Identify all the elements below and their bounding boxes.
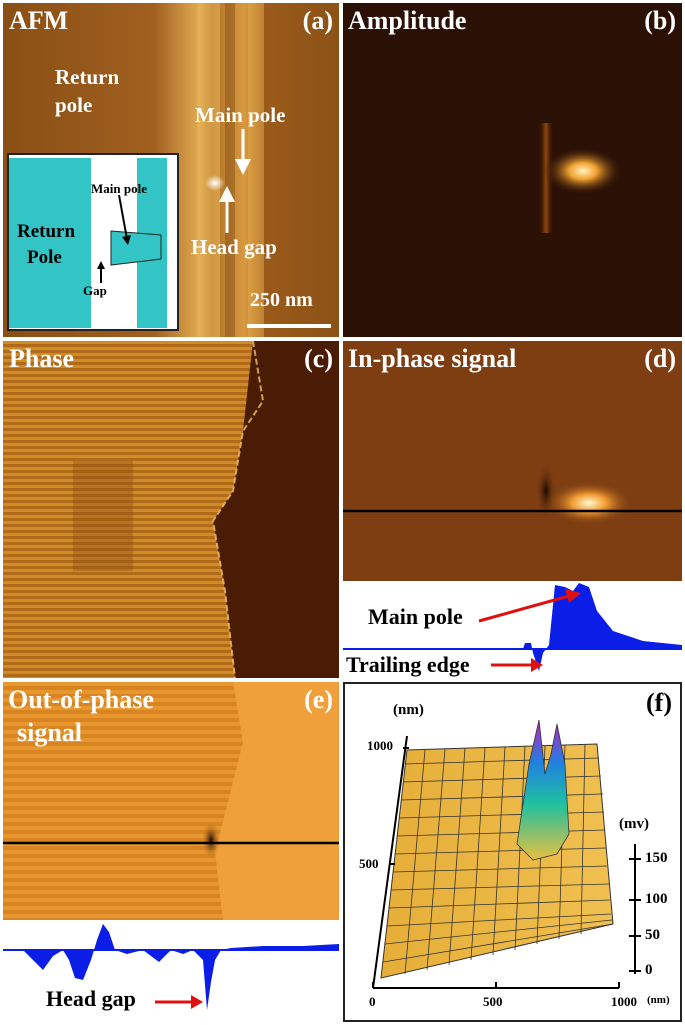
schematic-inset: Return Pole Main pole Gap — [7, 153, 179, 331]
inset-return-pole-line2: Pole — [27, 247, 62, 268]
y-unit-label: (nm) — [393, 702, 424, 718]
panel-a-annotations — [219, 129, 331, 328]
head-gap-red-arrowhead — [191, 995, 203, 1009]
schematic-drawing — [9, 158, 167, 328]
return-pole-label-line1: Return — [55, 65, 120, 89]
x-tick-label-1000: 1000 — [611, 994, 637, 1009]
inset-gap-arrowhead — [97, 261, 105, 269]
head-gap-arrowhead — [219, 186, 235, 202]
x-tick-label-0: 0 — [369, 994, 376, 1009]
inset-gap-label: Gap — [83, 283, 107, 298]
out-of-phase-image — [3, 682, 339, 920]
main-pole-shape — [110, 230, 162, 266]
panel-d-letter: (d) — [644, 344, 676, 373]
panel-c-title: Phase — [9, 344, 74, 373]
panel-a-afm: AFM (a) Return pole Main pole Head gap 2… — [3, 3, 339, 337]
panel-f-letter: (f) — [646, 688, 672, 717]
return-pole-shape — [9, 158, 91, 328]
panel-b-title: Amplitude — [348, 6, 467, 35]
inset-main-pole-arrowhead — [122, 235, 131, 245]
trailing-edge-label: Trailing edge — [346, 652, 470, 677]
panel-d-in-phase: In-phase signal (d) — [343, 341, 682, 581]
panel-a-title: AFM — [9, 6, 69, 35]
x-unit-label: (nm) — [647, 994, 670, 1006]
z-tick-label-0: 0 — [645, 962, 653, 978]
head-gap-label: Head gap — [191, 235, 277, 259]
y-tick-label-500: 500 — [359, 856, 379, 871]
z-ticks — [629, 858, 641, 972]
z-tick-label-50: 50 — [645, 927, 660, 943]
panel-d-title: In-phase signal — [348, 344, 517, 373]
out-of-phase-profile-plot — [3, 924, 339, 1010]
surface-peak — [516, 719, 570, 861]
panel-e-out-of-phase: Out-of-phase signal (e) — [3, 682, 339, 920]
panel-b-amplitude: Amplitude (b) — [343, 3, 682, 337]
inset-return-pole-line1: Return — [17, 221, 76, 242]
main-pole-arrowhead — [235, 159, 251, 175]
amplitude-image — [343, 3, 682, 337]
panel-c-letter: (c) — [304, 344, 333, 373]
main-pole-profile-label: Main pole — [368, 604, 463, 629]
panel-a-letter: (a) — [302, 6, 333, 35]
panel-c-phase: Phase (c) — [3, 341, 339, 678]
in-phase-profile-plot — [343, 583, 682, 672]
x-ticks — [372, 982, 620, 988]
z-tick-label-150: 150 — [645, 850, 668, 866]
x-tick-label-500: 500 — [483, 994, 503, 1009]
y-axis — [372, 735, 408, 989]
scale-bar — [247, 324, 331, 328]
y-ticks — [389, 747, 409, 865]
main-pole-red-arrow — [478, 594, 570, 623]
head-gap-profile-label: Head gap — [46, 986, 136, 1011]
in-phase-image — [343, 341, 682, 581]
inset-main-pole-arrow — [118, 194, 128, 240]
main-pole-red-arrowhead — [565, 589, 581, 603]
main-pole-label: Main pole — [195, 103, 286, 127]
y-tick-label-1000: 1000 — [367, 738, 393, 753]
panel-f-surface: (f) (nm) (mv) (nm) 0 500 1000 1000 500 1… — [343, 682, 682, 1022]
panel-e-title-line2: signal — [17, 718, 83, 747]
z-unit-label: (mv) — [619, 816, 649, 832]
trailing-edge-red-arrowhead — [531, 658, 543, 672]
z-tick-label-100: 100 — [645, 891, 668, 907]
scale-bar-label: 250 nm — [250, 289, 313, 311]
panel-e-title-line1: Out-of-phase — [8, 685, 154, 714]
phase-image — [3, 341, 339, 678]
surface-plot — [372, 719, 641, 989]
return-pole-label-line2: pole — [55, 93, 93, 117]
panel-b-letter: (b) — [644, 6, 676, 35]
inset-main-pole-label: Main pole — [91, 181, 147, 196]
panel-e-letter: (e) — [304, 685, 333, 714]
